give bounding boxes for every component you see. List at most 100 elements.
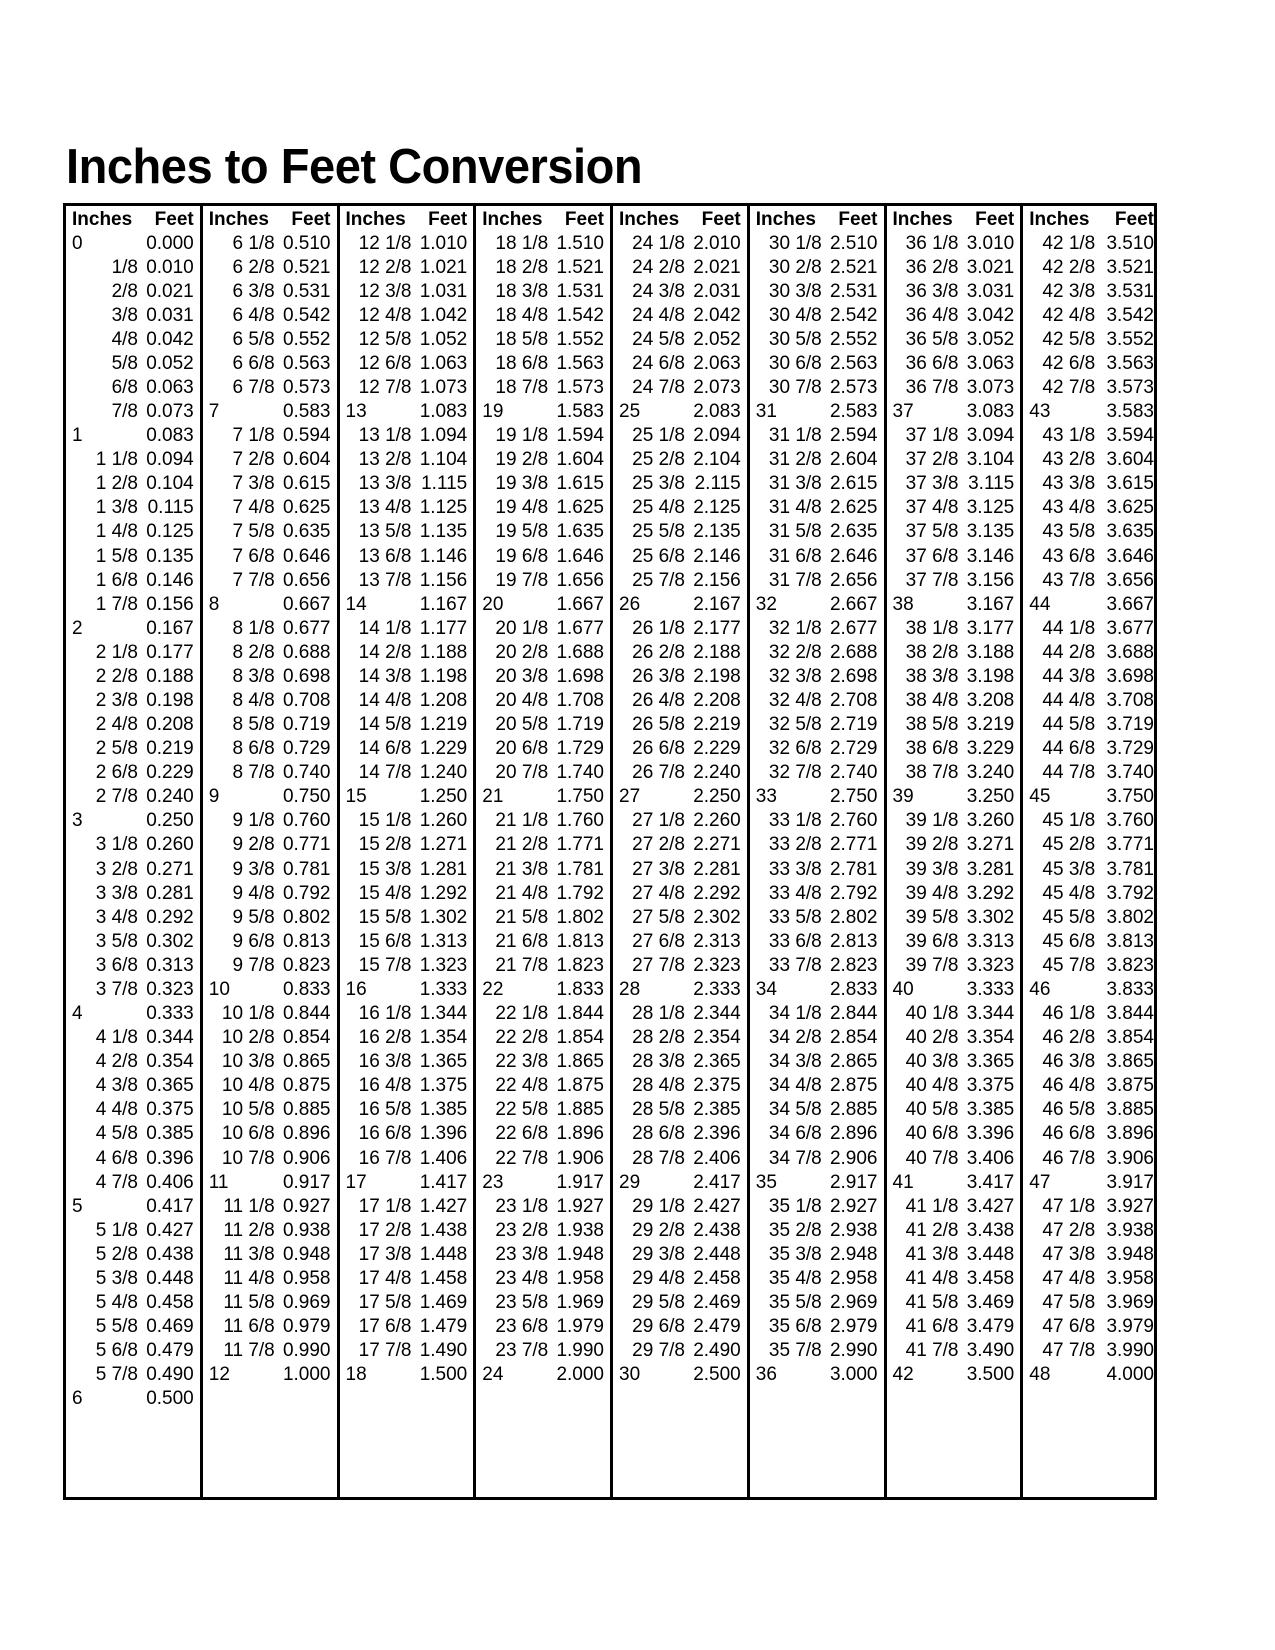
cell-feet: 3.240 <box>966 762 1015 784</box>
cell-inches: 24 1/8 <box>632 232 685 254</box>
table-row: 23 1.917 <box>482 1170 604 1194</box>
cell-feet: 1.177 <box>419 617 468 639</box>
column-header-feet: Feet <box>975 209 1015 230</box>
table-row: 14 4/8 1.208 <box>346 688 468 712</box>
table-row: 9 5/8 0.802 <box>209 905 330 929</box>
table-row: 11 5/8 0.969 <box>209 1290 330 1314</box>
cell-inches: 47 6/8 <box>1042 1316 1096 1338</box>
table-row: 16 1.333 <box>346 977 468 1001</box>
table-row: 36 1/8 3.010 <box>893 231 1015 255</box>
table-row: 30 2.500 <box>619 1363 741 1387</box>
cell-feet: 2.771 <box>829 834 878 856</box>
cell-feet: 0.448 <box>146 1267 194 1289</box>
cell-inches: 21 6/8 <box>495 930 549 952</box>
cell-inches: 15 <box>345 786 367 808</box>
table-row: 35 4/8 2.958 <box>756 1266 878 1290</box>
table-row: 9 0.750 <box>209 785 331 809</box>
cell-feet: 0.833 <box>282 978 331 1000</box>
table-row: 44 1/8 3.677 <box>1029 616 1154 640</box>
cell-feet: 0.354 <box>146 1051 194 1073</box>
cell-inches: 21 3/8 <box>495 858 549 880</box>
cell-inches: 19 6/8 <box>495 545 549 567</box>
cell-inches: 46 2/8 <box>1042 1027 1096 1049</box>
table-row: 32 7/8 2.740 <box>756 761 878 785</box>
cell-inches: 31 4/8 <box>768 497 822 519</box>
cell-feet: 2.063 <box>693 352 741 374</box>
table-row: 6 0.500 <box>72 1387 194 1411</box>
cell-feet: 0.604 <box>282 449 331 471</box>
cell-inches: 9 1/8 <box>232 810 275 832</box>
table-row: 20 3/8 1.698 <box>482 664 604 688</box>
cell-feet: 1.458 <box>419 1267 468 1289</box>
table-row: 42 3.500 <box>893 1363 1015 1387</box>
block-header: Inches Feet <box>476 206 610 231</box>
cell-feet: 3.125 <box>966 497 1015 519</box>
cell-feet: 0.615 <box>282 473 331 495</box>
cell-inches: 22 5/8 <box>495 1099 549 1121</box>
table-row: 13 4/8 1.125 <box>346 496 468 520</box>
cell-inches: 17 4/8 <box>358 1267 412 1289</box>
cell-inches: 14 4/8 <box>358 690 412 712</box>
cell-inches: 18 7/8 <box>495 377 549 398</box>
table-row: 12 3/8 1.031 <box>346 279 468 303</box>
cell-feet: 3.094 <box>966 425 1015 447</box>
cell-inches: 38 6/8 <box>905 738 959 760</box>
cell-inches: 30 <box>619 1364 641 1386</box>
cell-feet: 1.010 <box>419 232 468 254</box>
cell-feet: 1.323 <box>419 954 468 976</box>
cell-feet: 2.750 <box>829 786 878 808</box>
cell-inches: 12 <box>208 1364 230 1386</box>
cell-inches: 36 2/8 <box>905 256 959 278</box>
cell-feet: 0.135 <box>146 545 194 567</box>
cell-inches: 20 4/8 <box>495 690 549 712</box>
cell-feet: 3.063 <box>966 352 1015 374</box>
cell-feet: 1.021 <box>419 256 468 278</box>
cell-inches: 24 4/8 <box>632 304 685 326</box>
cell-inches: 4 4/8 <box>95 1099 138 1121</box>
table-row: 39 2/8 3.271 <box>893 833 1015 857</box>
table-row: 2/8 0.021 <box>72 279 194 303</box>
cell-feet: 2.542 <box>829 304 878 326</box>
cell-inches: 14 3/8 <box>358 665 412 687</box>
cell-inches: 14 2/8 <box>358 641 412 663</box>
cell-inches: 16 3/8 <box>358 1051 412 1073</box>
cell-feet: 2.990 <box>829 1340 878 1362</box>
cell-feet: 2.208 <box>693 690 741 712</box>
table-row: 5 4/8 0.458 <box>72 1290 194 1314</box>
cell-inches: 18 <box>345 1364 367 1386</box>
cell-feet: 3.219 <box>966 714 1015 736</box>
table-row: 5 0.417 <box>72 1194 194 1218</box>
table-row: 35 6/8 2.979 <box>756 1315 878 1339</box>
block-header: Inches Feet <box>340 206 474 231</box>
table-row: 15 1/8 1.260 <box>346 809 468 833</box>
cell-inches: 35 5/8 <box>768 1291 822 1313</box>
column-header-feet: Feet <box>154 209 194 230</box>
table-row: 34 4/8 2.875 <box>756 1074 878 1098</box>
cell-feet: 1.719 <box>556 714 604 736</box>
cell-feet: 2.667 <box>829 593 878 615</box>
cell-inches: 10 6/8 <box>221 1123 275 1145</box>
cell-inches: 20 <box>482 593 504 615</box>
block-rows: 30 1/8 2.510 30 2/8 2.521 30 3/8 2.531 30 4/8 2… <box>750 231 884 1387</box>
cell-feet: 3.802 <box>1106 906 1154 928</box>
cell-feet: 2.479 <box>693 1316 741 1338</box>
cell-feet: 1.927 <box>556 1195 604 1217</box>
cell-feet: 1.427 <box>419 1195 468 1217</box>
table-row: 14 2/8 1.188 <box>346 640 468 664</box>
cell-inches: 8 5/8 <box>232 714 275 736</box>
table-row: 9 6/8 0.813 <box>209 929 330 953</box>
table-row: 27 5/8 2.302 <box>619 905 741 929</box>
cell-feet: 1.063 <box>419 352 468 374</box>
table-row: 8 7/8 0.740 <box>209 761 330 785</box>
cell-inches: 3 6/8 <box>95 954 138 976</box>
cell-inches: 17 7/8 <box>358 1340 412 1362</box>
table-row: 7 1/8 0.594 <box>209 424 330 448</box>
cell-feet: 2.594 <box>829 425 878 447</box>
table-row: 18 5/8 1.552 <box>482 327 604 351</box>
table-row: 10 5/8 0.885 <box>209 1098 331 1122</box>
table-row: 5 3/8 0.448 <box>72 1266 194 1290</box>
table-row: 6 3/8 0.531 <box>209 279 330 303</box>
table-row: 32 3/8 2.698 <box>756 664 878 688</box>
cell-inches: 37 <box>892 401 914 423</box>
table-row: 9 1/8 0.760 <box>209 809 330 833</box>
